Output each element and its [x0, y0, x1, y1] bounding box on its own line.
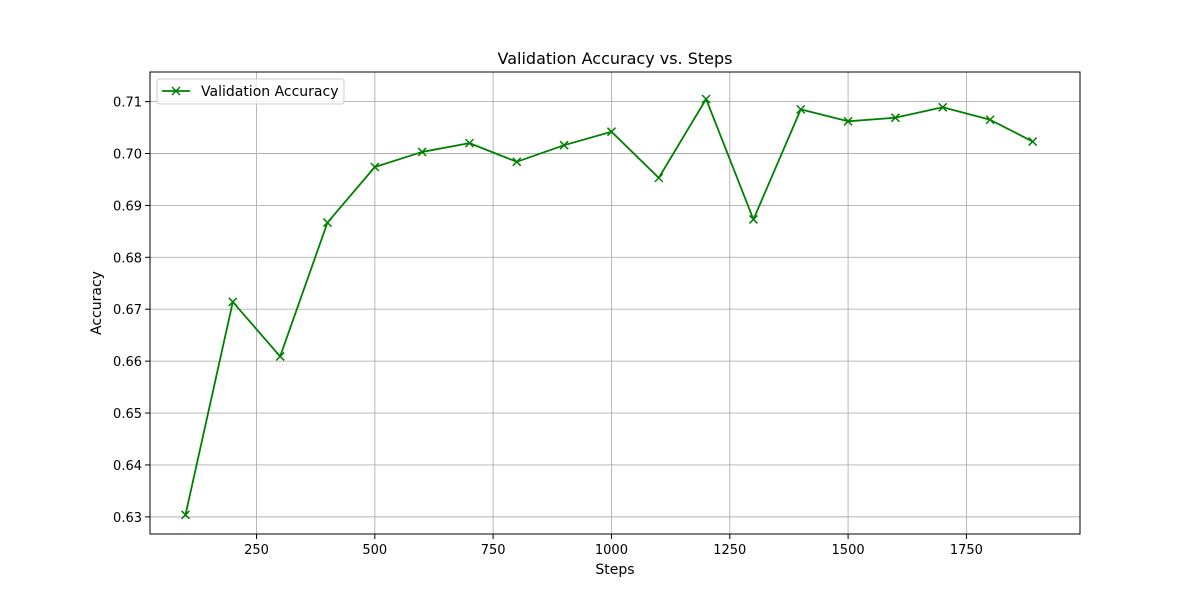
- y-tick-label: 0.69: [113, 199, 142, 214]
- chart-title: Validation Accuracy vs. Steps: [498, 49, 733, 68]
- data-point: [512, 157, 522, 167]
- axis-ticks: 250 500 750 1000 1250 1500 1750 0.63 0.64 0.65 0.6…: [113, 96, 983, 558]
- y-tick-label: 0.65: [113, 407, 142, 422]
- y-tick-label: 0.63: [113, 511, 142, 526]
- data-point: [843, 116, 853, 126]
- data-point: [417, 147, 427, 157]
- x-tick-label: 1750: [950, 543, 983, 558]
- data-point: [748, 214, 758, 224]
- y-tick-label: 0.68: [113, 251, 142, 266]
- legend: Validation Accuracy: [156, 78, 345, 105]
- x-tick-label: 1500: [832, 543, 865, 558]
- legend-label: Validation Accuracy: [201, 84, 339, 100]
- data-point: [464, 138, 474, 148]
- data-point: [322, 218, 333, 228]
- y-tick-label: 0.67: [113, 303, 142, 318]
- x-tick-label: 750: [481, 543, 506, 558]
- data-point: [654, 173, 664, 183]
- x-tick-label: 1000: [595, 543, 628, 558]
- y-axis-label: Accuracy: [89, 271, 105, 335]
- y-tick-label: 0.64: [113, 459, 142, 474]
- grid: [150, 72, 1080, 534]
- series-layer: [180, 94, 1038, 520]
- data-point: [890, 113, 900, 123]
- data-point: [370, 162, 380, 172]
- x-tick-label: 1250: [713, 543, 746, 558]
- legend-marker-x: [171, 86, 181, 96]
- data-point: [1028, 137, 1038, 147]
- y-tick-label: 0.66: [113, 355, 142, 370]
- data-point: [228, 297, 238, 307]
- data-point: [985, 115, 995, 125]
- y-tick-label: 0.70: [113, 147, 142, 162]
- x-axis-label: Steps: [595, 562, 634, 578]
- data-point: [701, 94, 711, 104]
- data-point: [606, 127, 616, 137]
- plot-frame: [149, 71, 1081, 535]
- data-point: [275, 351, 285, 361]
- y-tick-label: 0.71: [113, 96, 142, 111]
- x-tick-label: 250: [244, 543, 269, 558]
- data-point: [180, 510, 191, 520]
- legend-box: [156, 78, 345, 105]
- data-point: [559, 140, 569, 150]
- x-tick-label: 500: [362, 543, 387, 558]
- data-point: [796, 104, 806, 114]
- data-point: [938, 102, 948, 112]
